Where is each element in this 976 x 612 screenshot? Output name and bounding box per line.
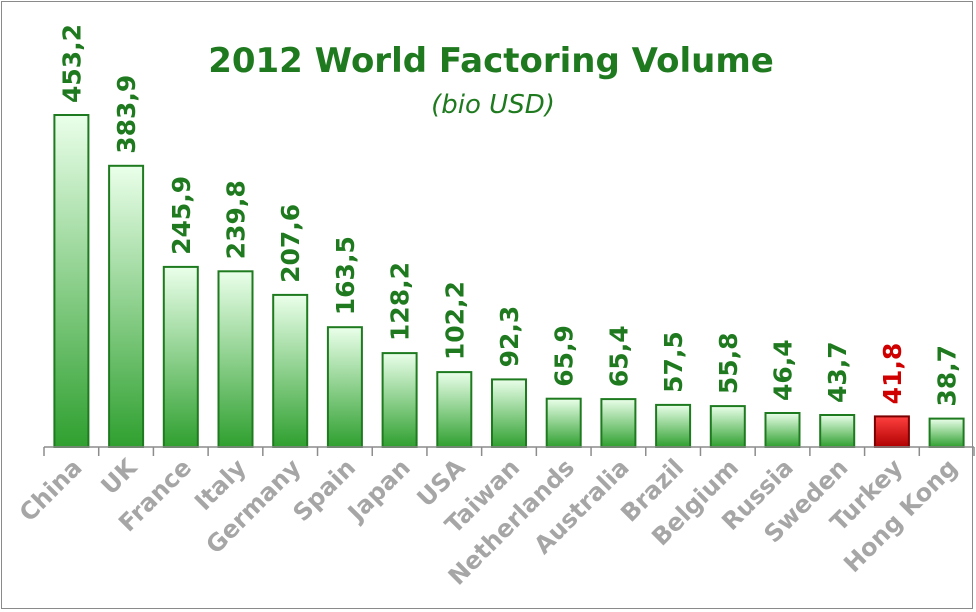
bar-russia — [764, 412, 801, 448]
value-label-uk: 383,9 — [112, 75, 141, 154]
bar-france — [162, 265, 199, 448]
bar-turkey — [873, 415, 910, 448]
category-label-uk: UK — [96, 452, 144, 500]
x-axis — [43, 446, 975, 456]
value-label-netherlands: 65,9 — [550, 325, 579, 387]
value-label-turkey: 41,8 — [878, 343, 907, 405]
bar-germany — [272, 293, 309, 448]
value-label-hong-kong: 38,7 — [933, 345, 962, 407]
bar-china — [53, 114, 90, 448]
value-label-belgium: 55,8 — [714, 332, 743, 394]
bar-netherlands — [545, 397, 582, 449]
bar-japan — [381, 352, 418, 449]
category-label-china: China — [14, 453, 88, 527]
value-label-russia: 46,4 — [769, 339, 798, 401]
value-label-australia: 65,4 — [604, 325, 633, 387]
value-label-sweden: 43,7 — [823, 341, 852, 403]
bar-usa — [436, 371, 473, 449]
value-label-brazil: 57,5 — [659, 331, 688, 393]
value-label-japan: 128,2 — [386, 262, 415, 341]
bar-belgium — [709, 405, 746, 449]
chart-subtitle: (bio USD) — [431, 90, 555, 120]
value-label-taiwan: 92,3 — [495, 306, 524, 368]
value-label-italy: 239,8 — [221, 180, 250, 259]
value-label-france: 245,9 — [167, 176, 196, 255]
bar-spain — [326, 326, 363, 449]
category-labels-group: China UKFranceItalyGermanySpainJapanUSATa… — [14, 452, 963, 590]
value-label-spain: 163,5 — [331, 236, 360, 315]
value-label-china: 453,2 — [57, 24, 86, 103]
chart-title: 2012 World Factoring Volume — [208, 41, 774, 81]
bar-sweden — [819, 414, 856, 448]
value-label-usa: 102,2 — [440, 281, 469, 360]
bar-italy — [217, 270, 254, 448]
value-labels-group: 453,2 383,9 245,9 239,8 207,6 163,5 128,2 102,2… — [57, 24, 961, 407]
bar-brazil — [655, 403, 692, 448]
value-label-germany: 207,6 — [276, 204, 305, 283]
bar-hong-kong — [928, 417, 965, 449]
category-label-spain: Spain — [288, 453, 362, 527]
bar-uk — [108, 164, 145, 449]
bar-australia — [600, 398, 637, 449]
bar-taiwan — [491, 378, 527, 448]
